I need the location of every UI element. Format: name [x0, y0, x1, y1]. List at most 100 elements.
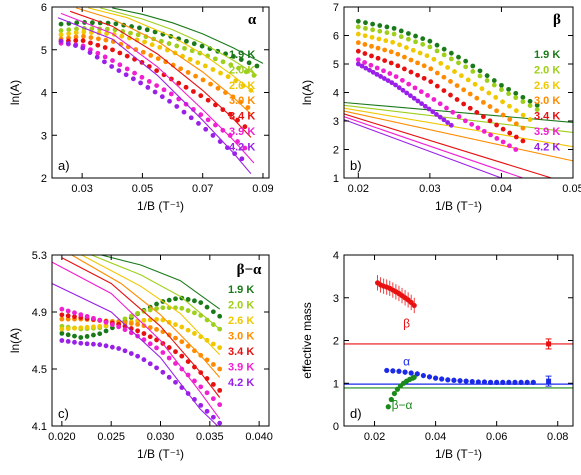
data-point: [84, 341, 90, 347]
data-point: [154, 337, 159, 343]
panel-label: b): [350, 158, 362, 173]
data-point: [411, 95, 417, 101]
x-tick-label: 0.020: [48, 431, 76, 443]
data-point: [149, 42, 155, 48]
data-point: [179, 305, 185, 311]
data-point: [355, 57, 361, 63]
data-point: [155, 56, 161, 62]
data-point: [120, 29, 126, 34]
plot-area-b: [344, 18, 573, 178]
data-point: [500, 379, 506, 385]
data-point: [58, 28, 64, 33]
data-point: [78, 312, 84, 318]
data-point: [113, 21, 119, 27]
data-point: [87, 50, 93, 56]
legend-entry: 2.6 K: [228, 315, 254, 327]
data-point: [181, 109, 187, 115]
data-point: [375, 45, 381, 51]
data-point: [494, 135, 500, 141]
data-point: [520, 112, 526, 118]
data-point: [116, 346, 122, 351]
y-tick-label: 3: [41, 130, 47, 142]
legend-entry: 1.9 K: [534, 49, 560, 61]
x-tick-label: 0.02: [364, 431, 385, 443]
data-point: [428, 79, 434, 85]
y-tick-label: 4: [333, 88, 339, 100]
data-point: [399, 77, 405, 83]
data-point: [84, 314, 90, 319]
series-b-6: [344, 61, 502, 178]
data-point: [457, 378, 463, 384]
data-point: [415, 98, 421, 104]
data-point: [78, 325, 84, 331]
data-point: [524, 379, 530, 385]
data-point: [95, 50, 101, 56]
data-point: [84, 334, 90, 339]
data-point: [355, 31, 361, 37]
data-point: [491, 78, 497, 83]
data-point: [58, 38, 64, 44]
data-point: [59, 312, 65, 318]
data-point: [178, 66, 184, 72]
data-point: [65, 308, 71, 314]
data-point: [160, 305, 166, 311]
data-point: [147, 325, 153, 330]
series-d-1: [344, 367, 573, 387]
data-point: [163, 59, 169, 65]
x-axis-label: 1/B (T⁻¹): [137, 199, 184, 213]
data-point: [456, 114, 462, 119]
data-point: [424, 53, 430, 59]
data-point: [135, 328, 141, 334]
data-point: [474, 110, 480, 115]
data-point: [362, 42, 368, 47]
data-point: [80, 38, 86, 44]
data-point: [520, 138, 526, 144]
data-point: [179, 366, 185, 372]
data-point: [132, 70, 137, 76]
data-point: [428, 66, 434, 72]
data-point: [173, 361, 178, 366]
fit-curve: [71, 255, 221, 378]
x-tick-label: 0.02: [348, 183, 369, 195]
data-point: [487, 118, 493, 124]
data-point: [384, 24, 390, 30]
data-point: [406, 81, 412, 87]
data-point: [81, 29, 87, 35]
data-point: [185, 343, 191, 349]
data-point: [395, 63, 401, 69]
data-point: [518, 379, 524, 385]
data-point: [520, 125, 526, 131]
data-point: [448, 79, 453, 84]
data-point: [413, 39, 418, 45]
data-point: [196, 121, 201, 126]
data-point: [179, 324, 185, 330]
data-point: [187, 56, 193, 62]
data-point: [493, 95, 499, 100]
data-point: [391, 25, 397, 31]
data-point: [474, 95, 480, 101]
data-point: [426, 106, 432, 112]
y-axis-label: ln(A): [300, 80, 314, 105]
data-point: [461, 101, 467, 107]
data-point: [217, 313, 223, 319]
data-point: [374, 65, 380, 71]
data-point: [152, 29, 158, 35]
data-point: [88, 35, 94, 40]
data-point: [427, 44, 433, 50]
data-point: [228, 62, 234, 68]
data-point: [198, 384, 204, 390]
plot-frame: [51, 254, 270, 427]
data-point: [213, 122, 218, 128]
data-point: [223, 90, 228, 96]
y-tick-label: 2: [333, 145, 339, 157]
data-point: [391, 31, 397, 37]
data-point: [147, 361, 153, 367]
plot-area-c: [52, 255, 223, 426]
data-point: [185, 70, 191, 75]
data-point: [159, 94, 165, 100]
x-tick-label: 0.05: [132, 183, 153, 195]
x-tick-label: 0.030: [147, 431, 175, 443]
legend-entry: 2.6 K: [534, 80, 560, 92]
data-point: [385, 404, 391, 410]
